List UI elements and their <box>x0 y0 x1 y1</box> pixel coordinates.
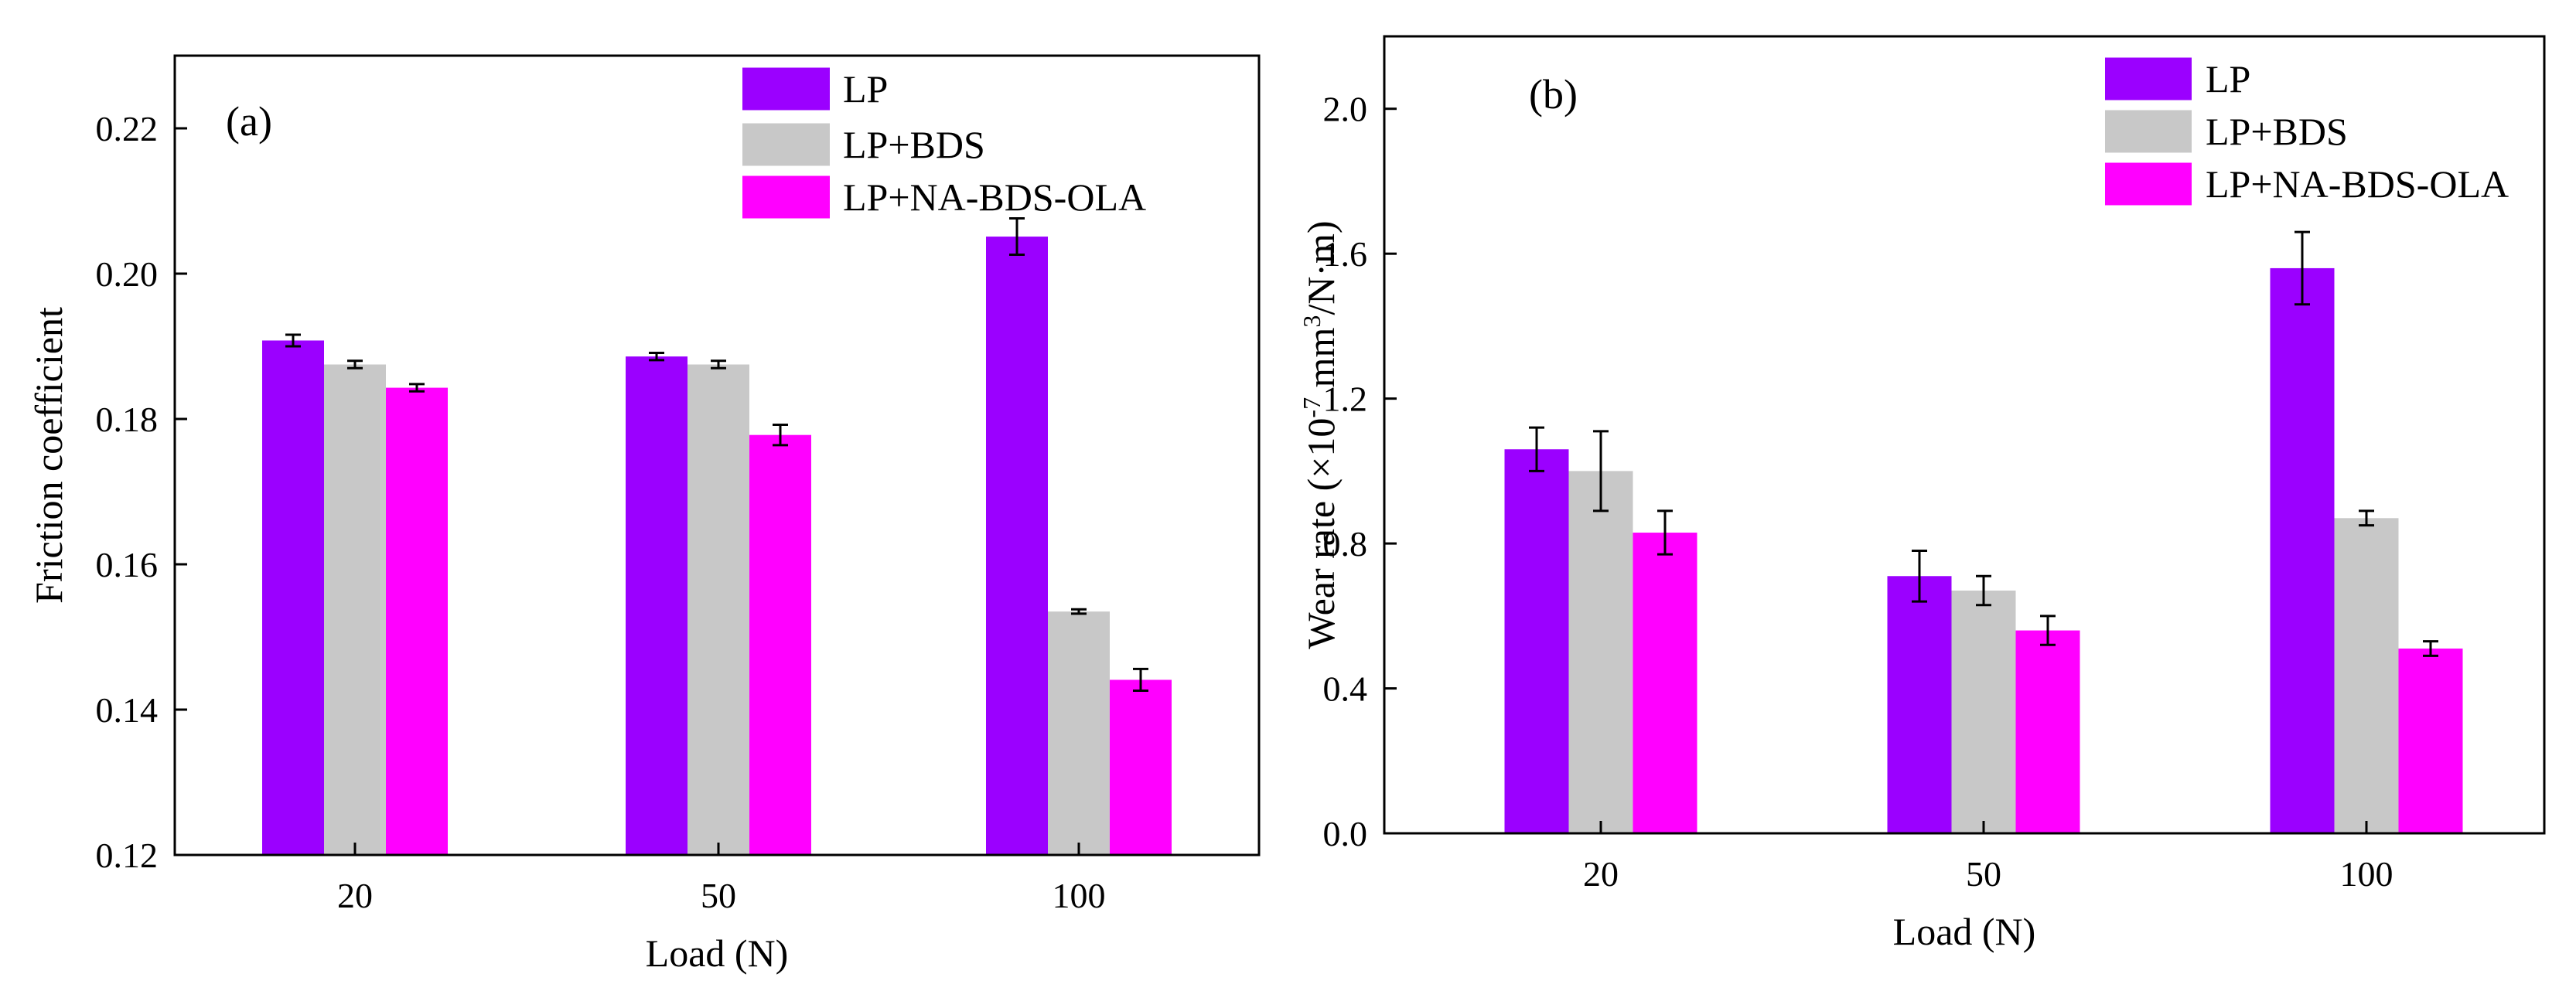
x-tick-label: 20 <box>1583 854 1619 894</box>
panel-a: 0.12 0.14 0.16 0.18 0.20 0.22 20 50 100 (a) Load (… <box>27 54 1261 975</box>
error-bar <box>1133 667 1148 693</box>
x-tick-label: 20 <box>337 876 373 915</box>
bar <box>1887 576 1952 833</box>
error-bar <box>2295 230 2310 306</box>
bar <box>2398 648 2463 833</box>
error-bar <box>347 359 363 369</box>
bar <box>1110 679 1172 855</box>
y-axis-title-part: -7 <box>1298 397 1326 418</box>
error-bar <box>1976 574 1991 607</box>
y-axis-title: Friction coefficient <box>27 307 70 604</box>
y-axis-title: Wear rate (×10-7 mm3/N·m) <box>1298 220 1343 649</box>
error-bar <box>773 424 788 447</box>
x-tick-label: 50 <box>701 876 736 915</box>
plot-frame <box>1383 35 2546 835</box>
y-tick-label: 0.22 <box>96 109 159 148</box>
bar <box>1504 449 1569 833</box>
bar <box>2334 518 2399 833</box>
legend-label: LP+NA-BDS-OLA <box>843 175 1146 219</box>
error-bar <box>409 383 425 393</box>
y-tick-label: 2.0 <box>1323 90 1368 129</box>
legend-swatch <box>2105 162 2192 206</box>
panel-b: 0.0 0.4 0.8 1.2 1.6 2.0 20 50 100 (b) Load (N) Wear… <box>1298 35 2546 953</box>
legend-swatch <box>742 67 830 111</box>
x-axis-title: Load (N) <box>646 931 789 975</box>
y-tick-label: 0.14 <box>96 690 159 730</box>
bar <box>1048 611 1110 855</box>
error-bar <box>285 333 301 348</box>
error-bar <box>1529 426 1544 472</box>
y-axis-title-part: 3 <box>1298 315 1326 328</box>
plot-frame <box>173 54 1261 856</box>
legend: LP LP+BDS LP+NA-BDS-OLA <box>2105 57 2509 206</box>
y-tick-label: 0.8 <box>1323 524 1368 564</box>
y-tick-label: 0.12 <box>96 836 159 875</box>
y-tick-label: 1.2 <box>1323 380 1368 419</box>
legend-label: LP <box>843 67 888 111</box>
y-tick-label: 1.6 <box>1323 234 1368 274</box>
legend-swatch <box>742 175 830 219</box>
bar <box>386 387 448 856</box>
x-tick-label: 100 <box>1053 876 1106 915</box>
bar <box>324 364 386 855</box>
y-tick-label: 0.0 <box>1323 814 1368 853</box>
error-bar <box>711 359 726 369</box>
y-tick-label: 0.20 <box>96 254 159 294</box>
legend-swatch <box>2105 110 2192 153</box>
y-axis-title-part: Wear rate (×10 <box>1299 418 1343 649</box>
bar <box>262 340 324 856</box>
bar <box>2270 267 2335 834</box>
error-bar <box>1657 509 1673 556</box>
error-bar <box>1912 549 1927 603</box>
legend-label: LP+NA-BDS-OLA <box>2206 162 2509 206</box>
bar <box>1568 471 1633 833</box>
error-bar <box>2359 509 2374 527</box>
bar <box>749 434 811 855</box>
error-bar <box>649 351 664 362</box>
y-axis-title-part: mm <box>1299 328 1343 397</box>
y-tick-label: 0.18 <box>96 400 159 439</box>
error-bar <box>1009 217 1025 257</box>
error-bar <box>1071 608 1087 615</box>
legend-label: LP+BDS <box>2206 110 2348 153</box>
y-tick-label: 0.16 <box>96 545 159 584</box>
x-axis-title: Load (N) <box>1893 910 2036 953</box>
legend: LP LP+BDS LP+NA-BDS-OLA <box>742 67 1146 219</box>
error-bar <box>2040 615 2056 646</box>
bar <box>688 364 749 855</box>
legend-label: LP+BDS <box>843 123 985 166</box>
legend-swatch <box>742 123 830 166</box>
bar <box>986 237 1048 855</box>
error-bar <box>1593 430 1609 513</box>
error-bar <box>2423 640 2438 657</box>
bar <box>2015 630 2080 833</box>
panel-label: (b) <box>1529 71 1578 117</box>
legend-swatch <box>2105 57 2192 100</box>
x-tick-label: 100 <box>2340 854 2393 894</box>
bar <box>626 356 688 855</box>
panel-label: (a) <box>226 98 272 145</box>
x-tick-label: 50 <box>1966 854 2001 894</box>
legend-label: LP <box>2206 57 2250 100</box>
y-tick-label: 0.4 <box>1323 669 1368 709</box>
bar <box>1951 591 2016 833</box>
bar <box>1633 533 1697 833</box>
y-axis-title-part: /N·m) <box>1299 220 1343 315</box>
